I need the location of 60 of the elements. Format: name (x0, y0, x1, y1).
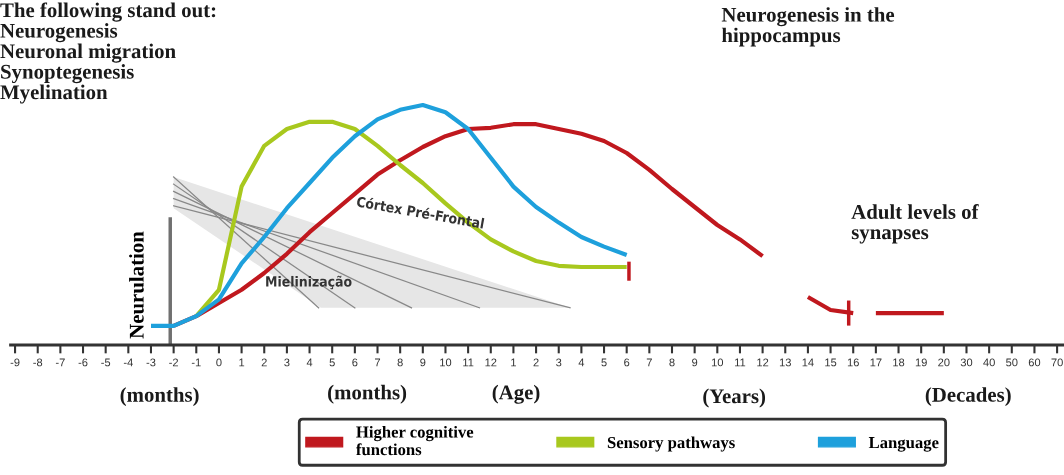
x-tick-label: 2 (261, 358, 267, 367)
x-tick-label: 9 (692, 358, 698, 367)
x-tick-label: 5 (329, 358, 335, 367)
annotation: Adult levels of synapses (851, 204, 979, 244)
x-tick-label: -5 (101, 358, 111, 367)
x-tick-label: 3 (284, 358, 290, 367)
x-tick-label: 9 (420, 358, 426, 367)
x-tick-label: 13 (779, 358, 791, 367)
x-tick-label: 60 (1028, 358, 1041, 367)
x-tick-label: -7 (55, 358, 65, 367)
x-tick-label: 15 (825, 358, 837, 367)
x-tick-label: 11 (735, 358, 746, 367)
x-tick-label: 1 (239, 358, 245, 367)
legend-label: Language (868, 437, 939, 452)
x-tick-label: 50 (1006, 358, 1018, 367)
x-tick-label: 0 (216, 358, 222, 367)
x-tick-label: 8 (397, 358, 403, 367)
x-tick-label: 6 (624, 358, 630, 367)
text: (months) (120, 387, 199, 407)
annotation: Mielinização (266, 275, 352, 290)
x-tick-label: -8 (33, 358, 43, 367)
x-tick-label: -9 (10, 358, 20, 367)
legend-label: Higher cognitive functions (356, 425, 474, 456)
x-tick-label: -1 (191, 358, 201, 367)
legend-label: Sensory pathways (607, 436, 735, 452)
x-tick-label: 1 (511, 358, 516, 367)
x-tick-label: 7 (374, 358, 381, 367)
x-tick-label: 4 (578, 358, 585, 367)
x-tick-label: 18 (893, 358, 905, 367)
x-tick-label: 7 (646, 358, 652, 367)
text: (Decades) (925, 387, 1011, 407)
ref-line-label: Neurulation (129, 231, 144, 339)
x-tick-label: 19 (915, 358, 927, 367)
x-tick-label: 70 (1051, 358, 1063, 367)
text: (Years) (703, 388, 766, 408)
text: (Age) (492, 384, 540, 404)
text: Neurogenesis in the hippocampus (721, 7, 895, 47)
x-tick-label: 2 (533, 358, 539, 367)
x-tick-label: 10 (711, 358, 724, 367)
x-tick-label: 20 (938, 358, 950, 367)
x-tick-label: 4 (306, 358, 313, 367)
x-tick-label: 10 (440, 358, 452, 367)
x-tick-label: 12 (757, 358, 769, 367)
x-tick-label: 3 (556, 358, 562, 367)
x-tick-label: 6 (352, 358, 358, 367)
x-tick-label: -6 (78, 358, 88, 367)
x-tick-label: 40 (983, 358, 995, 367)
x-tick-label: -3 (146, 358, 156, 367)
x-tick-label: -2 (169, 358, 179, 367)
x-tick-label: 11 (463, 358, 474, 367)
x-tick-label: 17 (870, 358, 882, 367)
x-tick-label: 5 (601, 358, 607, 367)
x-tick-label: 14 (802, 358, 814, 367)
x-tick-label: 30 (960, 358, 973, 367)
x-tick-label: 8 (669, 358, 675, 367)
x-tick-label: -4 (123, 358, 133, 367)
x-tick-label: 16 (847, 358, 859, 367)
text: The following stand out: Neurogenesis Neuronal migration Synoptegenesis Myelination (0, 2, 216, 104)
text: (months) (328, 384, 407, 404)
x-tick-label: 12 (485, 358, 497, 367)
